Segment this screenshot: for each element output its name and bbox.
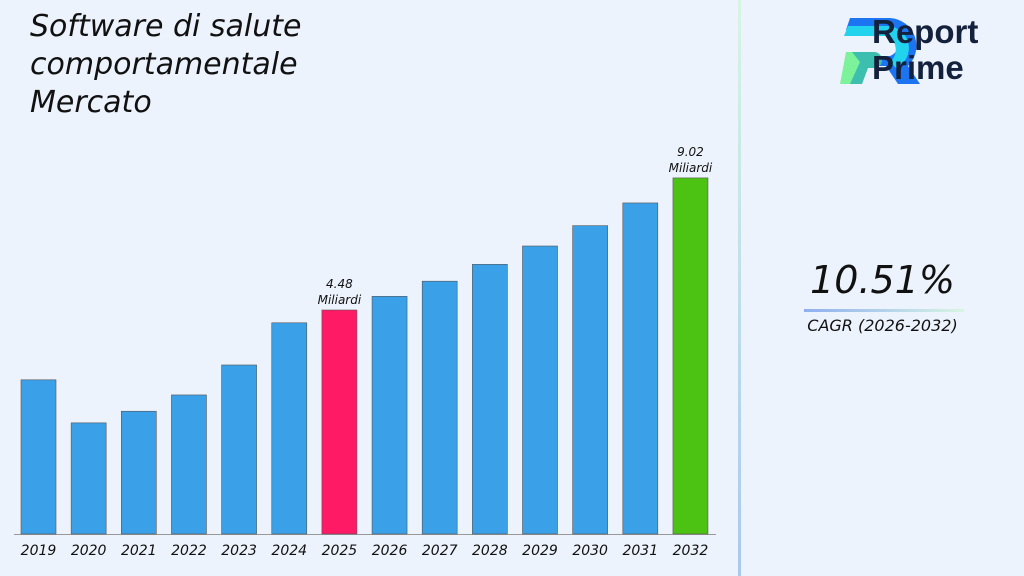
bar-chart: 2019 2020 2021 2022 2023 2024 2025 4.48 Miliardi… <box>14 145 716 559</box>
x-tick-label: 2027 <box>422 543 458 559</box>
x-tick-label: 2028 <box>472 543 508 559</box>
bar-2022 <box>171 394 207 535</box>
divider <box>738 0 741 576</box>
cagr-value: 10.51% <box>810 258 955 302</box>
bar-2023 <box>221 364 257 535</box>
data-label-value: 9.02 <box>677 145 704 159</box>
data-label-unit: Miliardi <box>669 161 713 175</box>
bar-2029 <box>522 245 558 535</box>
cagr-underline <box>804 309 964 312</box>
x-tick-label: 2019 <box>21 543 57 559</box>
chart-title: Software di salute comportamentale Merca… <box>30 9 302 120</box>
x-tick-label: 2029 <box>522 543 558 559</box>
bar-2031 <box>622 202 659 535</box>
x-tick-label: 2031 <box>622 543 658 559</box>
brand-line-2: Prime <box>872 49 964 86</box>
x-tick-label: 2024 <box>271 543 307 559</box>
bar-2028 <box>472 264 508 535</box>
x-tick-label: 2022 <box>171 543 207 559</box>
x-tick-label: 2023 <box>221 543 257 559</box>
brand-line-1: Report <box>872 13 979 50</box>
x-tick-label: 2021 <box>121 543 157 559</box>
data-label-value: 4.48 <box>326 277 353 291</box>
x-tick-label: 2030 <box>572 543 608 559</box>
x-tick-label: 2032 <box>673 543 709 559</box>
cagr-label: CAGR (2026-2032) <box>807 316 958 335</box>
data-label-unit: Miliardi <box>318 293 362 307</box>
bar-2027 <box>421 280 458 535</box>
bar-2021 <box>121 410 157 535</box>
bar-2032 <box>672 177 709 535</box>
report-prime-logo-icon <box>840 18 920 84</box>
bar-2030 <box>572 225 608 535</box>
bar-2026 <box>371 296 408 535</box>
x-tick-label: 2026 <box>372 543 408 559</box>
x-tick-label: 2025 <box>322 543 358 559</box>
x-tick-label: 2020 <box>71 543 107 559</box>
bar-2020 <box>70 422 107 535</box>
bar-2025 <box>321 309 358 535</box>
bar-2024 <box>271 322 308 535</box>
bar-2019 <box>20 379 57 535</box>
brand-name: Report Prime <box>872 14 978 86</box>
